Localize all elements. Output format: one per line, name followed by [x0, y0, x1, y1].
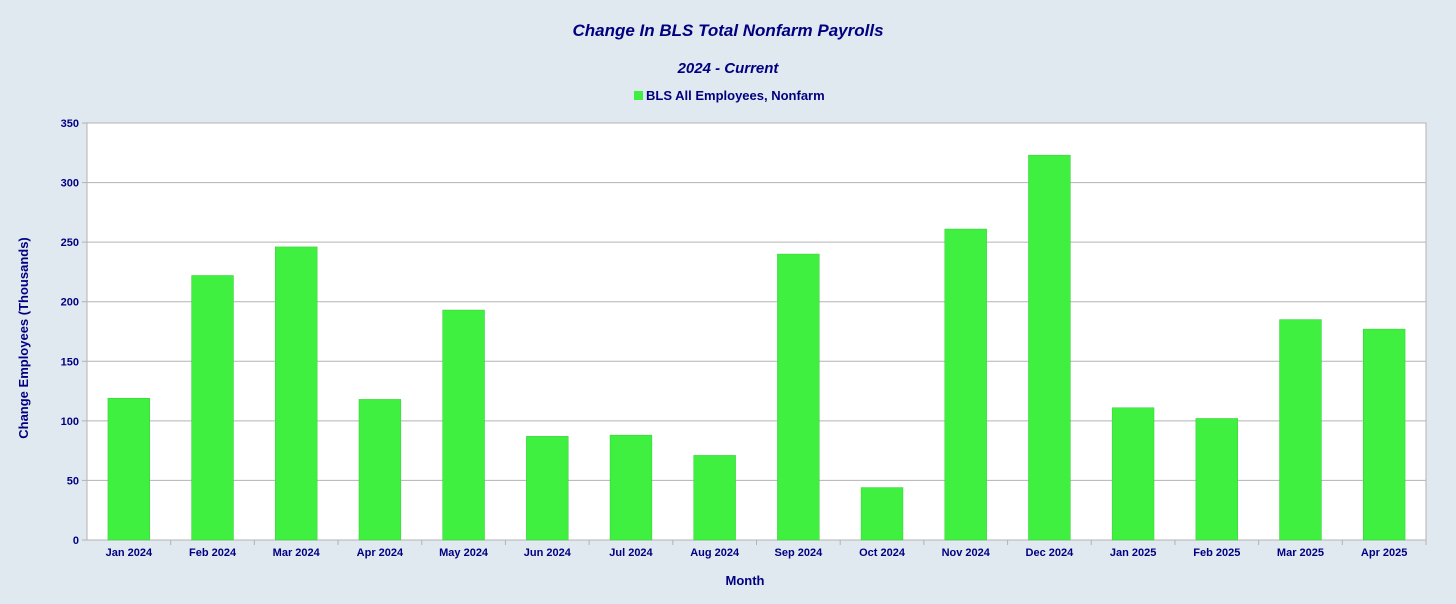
bar [1195, 418, 1238, 541]
bar [1111, 407, 1155, 541]
chart-subtitle: 2024 - Current [677, 60, 780, 77]
x-tick-label: Jan 2024 [106, 547, 153, 559]
y-tick-label: 200 [61, 297, 79, 309]
bar [777, 253, 820, 541]
x-tick-label: Jul 2024 [609, 547, 653, 559]
x-tick-label: Oct 2024 [859, 547, 906, 559]
x-tick-label: Jan 2025 [1110, 547, 1156, 559]
y-tick-label: 300 [61, 178, 79, 190]
y-tick-label: 150 [61, 356, 79, 368]
x-tick-label: May 2024 [439, 547, 489, 559]
bar [944, 228, 987, 541]
x-axis-ticks: Jan 2024 Feb 2024 Mar 2024 Apr 2024 May 2024… [106, 540, 1427, 559]
x-tick-label: Jun 2024 [524, 547, 572, 559]
y-axis-ticks: 0 50 100 150 200 250 300 350 [61, 118, 87, 547]
bar [275, 246, 318, 541]
bar [1279, 319, 1322, 541]
x-tick-label: Feb 2024 [189, 547, 237, 559]
bar [1362, 328, 1406, 541]
chart-title: Change In BLS Total Nonfarm Payrolls [572, 21, 883, 40]
bar [526, 436, 569, 541]
bars [107, 154, 1406, 541]
y-tick-label: 250 [61, 237, 79, 249]
bar [107, 397, 151, 541]
x-tick-label: Dec 2024 [1026, 547, 1075, 559]
y-axis-label: Change Employees (Thousands) [16, 237, 31, 439]
bar [693, 455, 736, 541]
bar [609, 434, 653, 541]
y-tick-label: 350 [61, 118, 79, 130]
bar [358, 399, 402, 541]
y-tick-label: 100 [61, 416, 79, 428]
legend-swatch [634, 91, 643, 100]
x-tick-label: Apr 2024 [357, 547, 404, 559]
bar [860, 487, 904, 541]
x-tick-label: Feb 2025 [1193, 547, 1240, 559]
bar [1028, 154, 1071, 541]
x-tick-label: Mar 2025 [1277, 547, 1324, 559]
y-tick-label: 0 [73, 535, 79, 547]
x-tick-label: Aug 2024 [690, 547, 740, 559]
x-tick-label: Sep 2024 [774, 547, 823, 559]
x-tick-label: Mar 2024 [273, 547, 321, 559]
bar [191, 275, 234, 541]
x-axis-label: Month [726, 573, 765, 588]
legend: BLS All Employees, Nonfarm [634, 88, 825, 103]
bar [442, 309, 485, 541]
y-tick-label: 50 [67, 475, 79, 487]
x-tick-label: Nov 2024 [942, 547, 991, 559]
legend-label: BLS All Employees, Nonfarm [646, 88, 825, 103]
x-tick-label: Apr 2025 [1361, 547, 1407, 559]
